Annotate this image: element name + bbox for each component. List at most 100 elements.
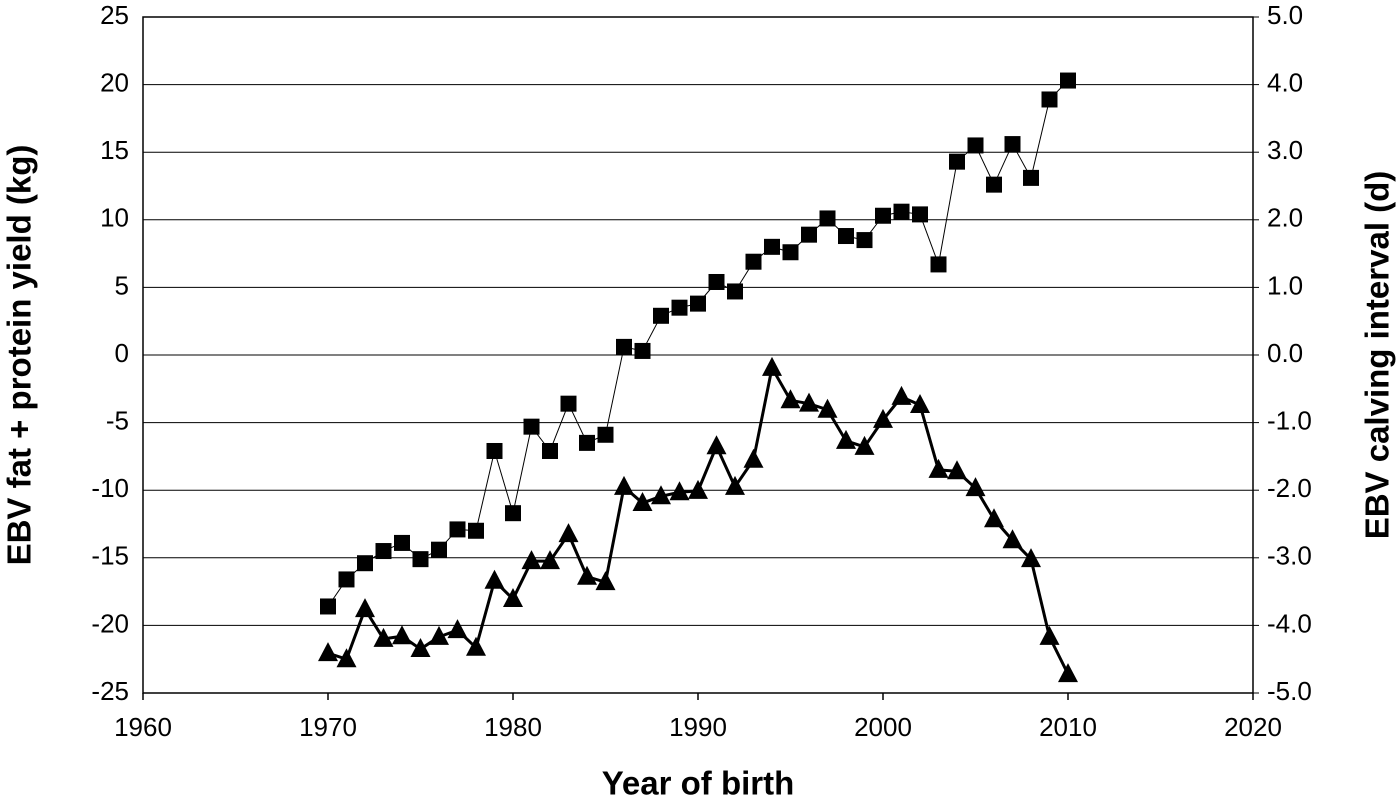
y-tick-label: -25 (91, 676, 129, 706)
triangle-marker (891, 385, 912, 405)
plot-frame (142, 16, 1254, 694)
triangle-marker (1002, 529, 1023, 549)
triangle-marker (873, 408, 893, 428)
triangle-marker (355, 598, 375, 618)
y-tick-label: 25 (100, 0, 129, 30)
triangle-marker (780, 389, 801, 409)
triangle-marker (1058, 663, 1078, 683)
x-tick-label: 1990 (669, 712, 727, 742)
triangle-marker (447, 619, 468, 639)
x-tick-label: 2020 (1224, 712, 1282, 742)
square-marker (579, 434, 595, 451)
square-marker (468, 522, 484, 539)
y-tick-label: 5 (115, 270, 129, 300)
square-marker (875, 207, 891, 224)
triangle-marker (984, 508, 1004, 528)
triangle-marker (1039, 625, 1060, 645)
square-marker (486, 442, 503, 459)
y2-tick-label: -5.0 (1267, 676, 1312, 706)
square-marker (597, 426, 614, 443)
y-tick-label: -5 (106, 405, 129, 435)
y2-tick-label: -1.0 (1267, 405, 1312, 435)
square-marker (523, 418, 540, 435)
y2-tick-label: 4.0 (1267, 67, 1303, 97)
triangle-marker (799, 392, 819, 412)
triangle-marker (688, 479, 708, 499)
x-tick-label: 1970 (299, 712, 357, 742)
square-marker (1004, 136, 1021, 153)
triangle-marker (910, 394, 930, 414)
square-marker (764, 238, 780, 255)
y2-tick-label: -2.0 (1267, 473, 1312, 503)
triangle-marker (928, 458, 949, 478)
square-marker (801, 226, 817, 243)
triangle-marker (817, 398, 838, 418)
square-marker (1041, 91, 1058, 108)
triangle-marker (503, 588, 523, 608)
triangle-marker (836, 429, 856, 449)
square-marker (856, 232, 873, 249)
y-tick-label: 20 (100, 67, 129, 97)
square-marker (782, 244, 799, 261)
triangle-marker (595, 571, 616, 591)
x-axis-title: Year of birth (602, 765, 795, 802)
y-tick-label: -20 (91, 608, 129, 638)
y2-tick-label: -4.0 (1267, 608, 1312, 638)
square-marker (727, 283, 743, 300)
y2-tick-label: 3.0 (1267, 135, 1303, 165)
y2-tick-label: 0.0 (1267, 338, 1303, 368)
y2-tick-label: 2.0 (1267, 203, 1303, 233)
triangle-marker (373, 627, 394, 647)
y2-axis-title: EBV calving interval (d) (1359, 171, 1396, 540)
square-marker (819, 210, 836, 227)
triangle-marker (392, 625, 412, 645)
triangle-marker (429, 625, 449, 645)
triangle-marker (743, 448, 764, 468)
y-tick-label: 0 (115, 338, 129, 368)
y2-tick-label: 5.0 (1267, 0, 1303, 30)
square-marker (560, 395, 577, 412)
square-marker (431, 541, 447, 558)
triangle-marker (762, 356, 782, 376)
triangle-marker (1021, 548, 1041, 568)
y2-tick-label: -3.0 (1267, 541, 1312, 571)
y2-tick-label: 1.0 (1267, 270, 1303, 300)
y-tick-label: -15 (91, 541, 129, 571)
triangle-marker (318, 642, 338, 662)
square-marker (745, 253, 762, 270)
square-marker (986, 176, 1002, 193)
square-marker (634, 342, 651, 359)
y-tick-label: -10 (91, 473, 129, 503)
square-marker (394, 534, 410, 551)
triangle-marker (965, 477, 986, 497)
square-marker (967, 137, 984, 154)
x-tick-label: 1960 (114, 712, 172, 742)
triangle-marker (947, 460, 967, 480)
square-marker (838, 228, 854, 245)
y-tick-label: 15 (100, 135, 129, 165)
square-marker (375, 543, 392, 560)
triangle-marker (484, 569, 505, 589)
y-axis-title: EBV fat + protein yield (kg) (1, 145, 38, 566)
triangle-marker (336, 648, 357, 668)
triangle-marker (669, 481, 690, 501)
triangle-marker (614, 475, 634, 495)
x-tick-label: 2000 (854, 712, 912, 742)
triangle-marker (632, 492, 653, 512)
square-marker (1060, 72, 1076, 89)
triangle-marker (577, 565, 597, 585)
square-marker (338, 571, 355, 588)
square-marker (412, 551, 429, 568)
square-marker (930, 256, 947, 273)
square-marker (912, 206, 928, 223)
square-marker (505, 505, 521, 522)
square-marker (690, 295, 706, 312)
square-marker (949, 153, 965, 170)
square-marker (671, 299, 688, 316)
square-marker (449, 521, 466, 538)
x-tick-label: 2010 (1039, 712, 1097, 742)
square-marker (653, 307, 669, 324)
square-marker (1023, 169, 1039, 186)
square-marker (357, 555, 373, 572)
